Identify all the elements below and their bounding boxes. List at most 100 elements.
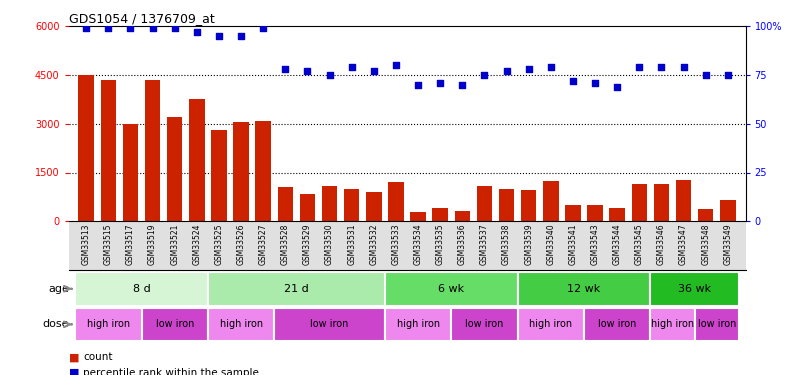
Text: ■: ■ (69, 352, 79, 363)
Bar (385, 308, 451, 341)
Point (412, 82, 425, 88)
Text: 36 wk: 36 wk (678, 284, 711, 294)
Bar (322, 186, 338, 221)
Bar (211, 130, 226, 221)
Bar (543, 181, 559, 221)
Text: GSM33528: GSM33528 (280, 224, 290, 265)
Bar (698, 209, 713, 221)
Text: GSM33530: GSM33530 (325, 224, 334, 266)
Text: high iron: high iron (651, 320, 694, 329)
Bar (654, 184, 669, 221)
Bar (366, 192, 381, 221)
Text: GDS1054 / 1376709_at: GDS1054 / 1376709_at (69, 12, 214, 25)
Bar (410, 212, 426, 221)
Point (301, 68, 314, 74)
Bar (650, 308, 695, 341)
Text: GSM33533: GSM33533 (392, 224, 401, 266)
Bar (388, 182, 404, 221)
Bar (451, 308, 517, 341)
Text: age: age (48, 284, 69, 294)
Bar (588, 205, 603, 221)
Text: GSM33547: GSM33547 (679, 224, 688, 266)
Bar (256, 120, 271, 221)
Text: low iron: low iron (156, 320, 194, 329)
Bar (142, 308, 208, 341)
Bar (234, 122, 249, 221)
Point (478, 72, 491, 78)
Text: GSM33545: GSM33545 (635, 224, 644, 266)
Point (501, 68, 513, 74)
Text: count: count (83, 352, 113, 363)
Point (588, 80, 601, 86)
Bar (517, 272, 650, 306)
Text: GSM33543: GSM33543 (591, 224, 600, 266)
Bar (78, 75, 94, 221)
Point (655, 64, 668, 70)
Point (677, 64, 690, 70)
Point (146, 25, 159, 31)
Text: percentile rank within the sample: percentile rank within the sample (83, 368, 259, 375)
Bar (609, 208, 625, 221)
Bar (695, 308, 739, 341)
Point (345, 64, 358, 70)
Bar (277, 187, 293, 221)
Text: GSM33549: GSM33549 (723, 224, 733, 266)
Bar (433, 208, 448, 221)
Bar (385, 272, 517, 306)
Bar (274, 308, 385, 341)
Text: GSM33519: GSM33519 (148, 224, 157, 265)
Point (611, 84, 624, 90)
Point (544, 64, 557, 70)
Text: GSM33526: GSM33526 (237, 224, 246, 265)
Bar (300, 194, 315, 221)
Bar (75, 308, 142, 341)
Bar (720, 200, 736, 221)
Text: GSM33517: GSM33517 (126, 224, 135, 265)
Text: GSM33546: GSM33546 (657, 224, 666, 266)
Text: low iron: low iron (698, 320, 736, 329)
Bar (208, 272, 385, 306)
Text: high iron: high iron (397, 320, 439, 329)
Text: GSM33536: GSM33536 (458, 224, 467, 266)
Point (323, 72, 336, 78)
Text: high iron: high iron (87, 320, 130, 329)
Point (700, 72, 713, 78)
Text: GSM33513: GSM33513 (81, 224, 91, 265)
Bar (650, 272, 739, 306)
Text: ■: ■ (69, 368, 79, 375)
Bar (344, 189, 359, 221)
Text: GSM33515: GSM33515 (104, 224, 113, 265)
Bar (584, 308, 650, 341)
Bar (101, 80, 116, 221)
Point (368, 68, 380, 74)
Point (389, 62, 402, 68)
Point (279, 66, 292, 72)
Bar (499, 189, 514, 221)
Text: GSM33531: GSM33531 (347, 224, 356, 265)
Text: GSM33537: GSM33537 (480, 224, 489, 266)
Text: GSM33538: GSM33538 (502, 224, 511, 265)
Bar (476, 186, 492, 221)
Point (168, 25, 181, 31)
Text: high iron: high iron (219, 320, 263, 329)
Text: GSM33541: GSM33541 (568, 224, 577, 265)
Point (213, 33, 226, 39)
Point (190, 29, 203, 35)
Point (80, 25, 93, 31)
Bar (123, 124, 138, 221)
Text: high iron: high iron (530, 320, 572, 329)
Text: GSM33540: GSM33540 (546, 224, 555, 266)
Point (721, 72, 734, 78)
Point (633, 64, 646, 70)
Text: low iron: low iron (465, 320, 504, 329)
Point (102, 25, 114, 31)
Bar (208, 308, 274, 341)
Text: GSM33521: GSM33521 (170, 224, 179, 265)
Point (567, 78, 580, 84)
Bar (455, 211, 470, 221)
Bar (145, 80, 160, 221)
Point (522, 66, 535, 72)
Text: low iron: low iron (598, 320, 637, 329)
Text: GSM33539: GSM33539 (524, 224, 534, 266)
Text: dose: dose (43, 320, 69, 329)
